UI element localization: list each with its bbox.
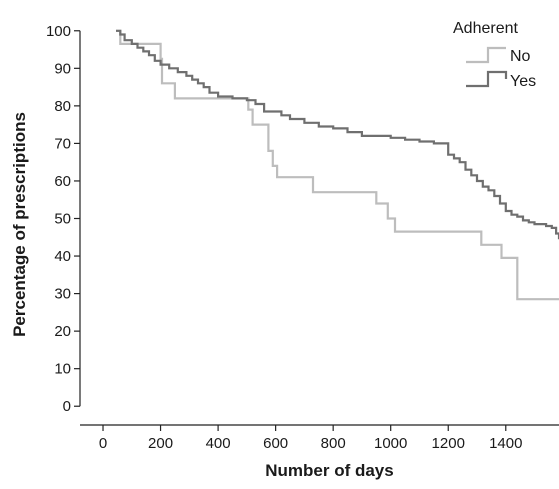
- x-tick-label: 1200: [432, 435, 465, 452]
- y-tick-label: 40: [54, 248, 71, 265]
- y-tick-label: 10: [54, 361, 71, 378]
- y-axis-title: Percentage of prescriptions: [10, 112, 29, 337]
- y-tick-label: 80: [54, 98, 71, 115]
- x-tick-label: 0: [99, 435, 107, 452]
- y-tick-label: 30: [54, 286, 71, 303]
- x-tick-label: 400: [206, 435, 231, 452]
- legend-items: No Yes: [466, 46, 536, 90]
- y-tick-label: 20: [54, 323, 71, 340]
- x-tick-label: 1400: [489, 435, 522, 452]
- legend-swatch-no: [466, 46, 506, 64]
- legend-swatch-yes: [466, 70, 508, 88]
- series-line-no: [116, 29, 559, 301]
- legend-label-no: No: [510, 48, 531, 65]
- legend-title: Adherent: [453, 20, 518, 37]
- x-tick-label: 200: [148, 435, 173, 452]
- x-axis: 0 200 400 600 800 1000 1200 1400: [80, 424, 559, 452]
- series-layer: [116, 29, 559, 301]
- x-tick-label: 1000: [374, 435, 407, 452]
- y-tick-label: 60: [54, 173, 71, 190]
- x-tick-label: 800: [321, 435, 346, 452]
- y-axis: 0 10 20 30 40 50 60 70 80 90 100: [46, 23, 81, 415]
- y-tick-label: 50: [54, 211, 71, 228]
- y-tick-label: 70: [54, 135, 71, 152]
- legend: Adherent No Yes: [453, 20, 536, 90]
- y-tick-label: 0: [63, 398, 71, 415]
- legend-label-yes: Yes: [510, 73, 536, 90]
- y-tick-label: 90: [54, 60, 71, 77]
- y-tick-label: 100: [46, 23, 71, 40]
- x-axis-title: Number of days: [265, 461, 393, 480]
- x-tick-label: 600: [263, 435, 288, 452]
- series-line-yes: [116, 29, 559, 240]
